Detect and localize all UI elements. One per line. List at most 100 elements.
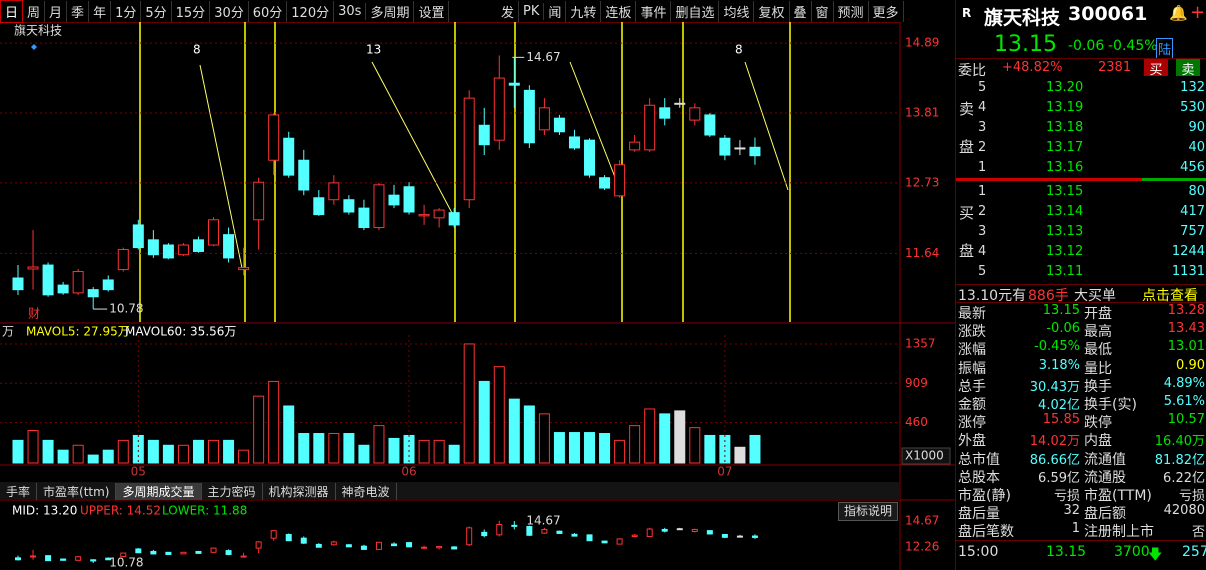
stat-value: 亏损 xyxy=(1053,489,1080,504)
tool-button[interactable]: 预测 xyxy=(834,0,869,22)
order-volume: 90 xyxy=(1188,120,1205,135)
candle-body xyxy=(313,197,325,216)
tool-button[interactable]: 闻 xyxy=(544,0,567,22)
period-button[interactable]: 60分 xyxy=(249,0,288,22)
indicator-tab[interactable]: 神奇电波 xyxy=(336,482,397,500)
period-button[interactable]: 1分 xyxy=(111,0,142,22)
candle-body xyxy=(343,199,355,213)
volume-bar xyxy=(117,439,129,464)
order-ratio-label: 委比 xyxy=(958,63,986,79)
trade-price: 13.10元有 xyxy=(958,288,1027,304)
stat-value: 否 xyxy=(1191,525,1205,541)
volume-bar xyxy=(388,437,400,464)
tool-button[interactable]: 发 xyxy=(497,0,520,22)
period-button[interactable]: 30s xyxy=(334,2,367,20)
mini-body xyxy=(631,534,638,537)
level: 4 xyxy=(978,100,987,115)
stat-value: 4.02亿 xyxy=(1038,398,1080,413)
stat-label: 流通值 xyxy=(1084,451,1126,468)
period-button[interactable]: 多周期 xyxy=(366,0,415,22)
volume-bar xyxy=(12,439,24,464)
indicator-tab[interactable]: 市盈率(ttm) xyxy=(37,482,117,500)
period-button[interactable]: 设置 xyxy=(414,0,450,22)
volume-bar xyxy=(463,343,475,464)
period-button[interactable]: 30分 xyxy=(210,0,249,22)
candle-body xyxy=(734,147,746,150)
period-button[interactable]: 月 xyxy=(45,0,68,22)
volume-bar xyxy=(719,434,731,464)
candle-body xyxy=(403,186,415,213)
volume-bar xyxy=(27,430,39,464)
candle-body xyxy=(102,279,114,291)
level: 1 xyxy=(978,184,987,199)
period-button[interactable]: 15分 xyxy=(172,0,211,22)
x-tick-label: 06 xyxy=(401,465,416,479)
sell-button[interactable]: 卖 xyxy=(1176,59,1200,78)
candle-body xyxy=(749,146,761,157)
candle-body xyxy=(644,104,656,151)
mini-body xyxy=(255,541,262,549)
tool-button[interactable]: 窗 xyxy=(812,0,834,22)
mavol60-label: MAVOL60: 35.56万 xyxy=(125,325,236,339)
period-button[interactable]: 周 xyxy=(23,0,46,22)
indicator-tab[interactable]: 手率 xyxy=(0,482,38,500)
tool-button[interactable]: 叠 xyxy=(790,0,812,22)
period-button[interactable]: 日 xyxy=(0,0,24,23)
stat-label: 市盈(TTM) xyxy=(1084,488,1152,504)
candle-body xyxy=(177,244,189,256)
candle-body xyxy=(223,234,235,259)
tool-button[interactable]: 删自选 xyxy=(671,0,720,22)
mini-body xyxy=(315,543,322,548)
period-button[interactable]: 季 xyxy=(67,0,90,22)
candle-body xyxy=(283,137,295,176)
tool-button[interactable]: PK xyxy=(519,2,545,20)
candle-body xyxy=(599,177,611,189)
indicator-tab[interactable]: 多周期成交量 xyxy=(116,482,202,500)
y-tick-label: 12.26 xyxy=(905,540,939,554)
tag: 陆 xyxy=(1156,38,1174,59)
candle-body xyxy=(719,137,731,156)
indicator-tab[interactable]: 机构探测器 xyxy=(263,482,336,500)
add-icon[interactable]: + xyxy=(1190,2,1206,23)
candle-body xyxy=(27,266,39,270)
volume-bar xyxy=(478,380,490,464)
period-button[interactable]: 年 xyxy=(89,0,112,22)
mini-body xyxy=(661,528,668,532)
stat-label: 市盈(静) xyxy=(958,488,1011,504)
mini-body xyxy=(706,530,713,535)
tool-button[interactable]: 连板 xyxy=(601,0,637,22)
volume-bar xyxy=(674,410,686,464)
trade-link[interactable]: 点击查看 xyxy=(1142,288,1198,304)
signal-count: 8 xyxy=(193,43,201,57)
volume-bar xyxy=(553,432,565,464)
mid-label: MID: 13.20 xyxy=(12,504,77,518)
mini-body xyxy=(466,527,473,546)
tool-button[interactable]: 九转 xyxy=(566,0,602,22)
tool-button[interactable]: 复权 xyxy=(754,0,790,22)
period-button[interactable]: 5分 xyxy=(141,0,172,22)
alert-icon[interactable]: 🔔 xyxy=(1169,4,1188,22)
mini-body xyxy=(556,530,563,534)
tool-button[interactable]: 更多 xyxy=(869,0,904,22)
trade-type: 大买单 xyxy=(1074,288,1116,304)
tool-button[interactable]: 事件 xyxy=(636,0,672,22)
candle-body xyxy=(238,267,250,271)
buy-button[interactable]: 买 xyxy=(1144,59,1168,78)
mini-body xyxy=(451,546,458,550)
level: 2 xyxy=(978,140,987,155)
level: 1 xyxy=(978,160,987,175)
help-button[interactable]: 指标说明 xyxy=(838,502,898,521)
order-volume: 80 xyxy=(1188,184,1205,199)
period-button[interactable]: 120分 xyxy=(287,0,335,22)
order-volume: 1131 xyxy=(1171,264,1205,279)
chart-area: 旗天科技 8 13 8 财 万 MAVOL5: 27.95万 MAVOL60: … xyxy=(0,22,955,570)
volume-bar xyxy=(659,413,671,464)
stat-value: 10.57 xyxy=(1167,412,1205,428)
candle-body xyxy=(268,114,280,161)
mini-body xyxy=(345,544,352,548)
mini-body xyxy=(105,557,112,561)
indicator-tab[interactable]: 主力密码 xyxy=(202,482,263,500)
tool-button[interactable]: 均线 xyxy=(719,0,755,22)
stat-value: 16.40万 xyxy=(1154,434,1205,450)
order-volume: 132 xyxy=(1180,80,1205,95)
